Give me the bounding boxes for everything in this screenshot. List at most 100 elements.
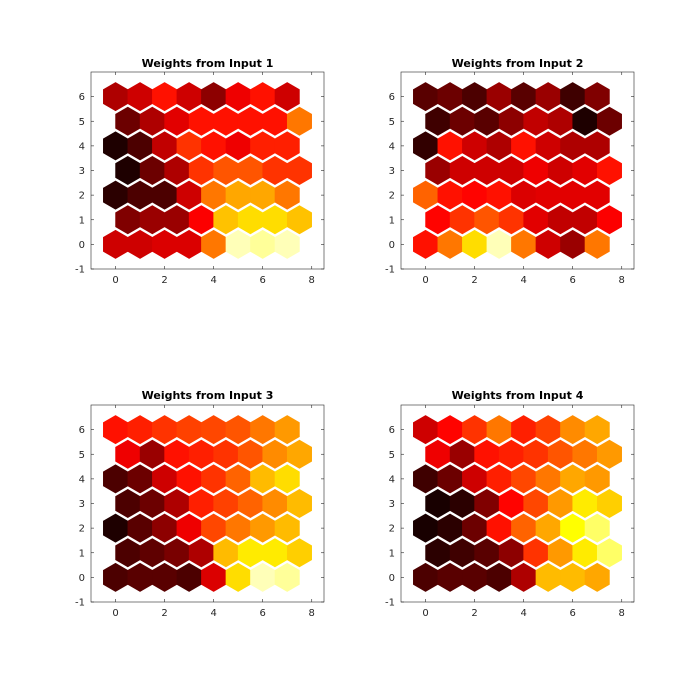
hex-cell xyxy=(188,156,214,185)
x-tick-label: 8 xyxy=(619,275,625,286)
subplot-title: Weights from Input 1 xyxy=(142,57,274,70)
hex-cell xyxy=(225,415,251,445)
y-tick-label: 0 xyxy=(389,240,395,251)
hex-cell xyxy=(596,156,622,185)
hex-cell xyxy=(425,106,451,136)
x-tick-label: 2 xyxy=(161,275,167,286)
x-tick-label: 2 xyxy=(161,608,167,619)
hex-cell xyxy=(437,464,463,494)
hex-cell xyxy=(462,82,488,112)
hex-cell xyxy=(250,415,276,445)
hex-cell xyxy=(152,464,178,494)
hex-cell xyxy=(413,464,439,494)
hex-cell xyxy=(535,229,561,259)
hex-cell xyxy=(560,82,586,112)
hex-cell xyxy=(250,229,276,259)
hex-cell xyxy=(449,489,475,518)
hex-cell xyxy=(250,464,276,494)
hex-cell xyxy=(413,131,439,161)
y-tick-label: 4 xyxy=(389,474,395,485)
x-tick-label: 4 xyxy=(210,608,216,619)
hex-cell xyxy=(213,156,239,185)
hex-cell xyxy=(523,106,549,136)
hex-cell xyxy=(486,131,512,161)
y-tick-label: 2 xyxy=(389,191,395,202)
hex-cell xyxy=(274,180,300,210)
hex-cell xyxy=(237,156,263,185)
hex-cell xyxy=(225,82,251,112)
hex-cell xyxy=(413,513,439,543)
x-tick-label: 2 xyxy=(471,275,477,286)
x-tick-label: 6 xyxy=(259,608,265,619)
hex-cell xyxy=(425,489,451,518)
hex-cell xyxy=(274,562,300,592)
hex-cell xyxy=(511,562,537,592)
hex-cell xyxy=(449,106,475,136)
hex-cell xyxy=(425,538,451,568)
hex-cell xyxy=(139,106,165,136)
hex-cell xyxy=(560,131,586,161)
hex-cell xyxy=(535,82,561,112)
y-tick-label: 4 xyxy=(389,141,395,152)
hex-cell xyxy=(511,131,537,161)
hex-cell xyxy=(115,205,141,235)
y-tick-label: 1 xyxy=(389,215,395,226)
hex-cell xyxy=(462,464,488,494)
hex-cell xyxy=(523,439,549,469)
hex-cell xyxy=(139,538,165,568)
hex-cell xyxy=(535,464,561,494)
hex-cell xyxy=(547,538,573,568)
hex-cell xyxy=(474,489,500,518)
hex-cell xyxy=(486,180,512,210)
x-tick-label: 0 xyxy=(422,275,428,286)
y-tick-label: 5 xyxy=(79,117,85,128)
y-tick-label: -1 xyxy=(385,265,395,276)
hex-cell xyxy=(127,229,153,259)
y-tick-label: 6 xyxy=(79,92,85,103)
hex-cell xyxy=(152,229,178,259)
y-tick-label: 3 xyxy=(79,499,85,510)
y-tick-label: 6 xyxy=(389,92,395,103)
hex-cell xyxy=(225,180,251,210)
subplot-title: Weights from Input 2 xyxy=(452,57,584,70)
hex-cell xyxy=(413,415,439,445)
hex-cell xyxy=(127,464,153,494)
hex-cell xyxy=(201,415,227,445)
hex-cell xyxy=(237,439,263,469)
hex-cell xyxy=(486,464,512,494)
x-tick-label: 6 xyxy=(569,275,575,286)
hex-cell xyxy=(474,439,500,469)
y-tick-label: 3 xyxy=(389,166,395,177)
hex-cell xyxy=(274,82,300,112)
hex-cell xyxy=(498,489,524,518)
x-tick-label: 0 xyxy=(112,608,118,619)
hex-cell xyxy=(188,439,214,469)
hex-cell xyxy=(413,229,439,259)
hex-cell xyxy=(286,156,312,185)
subplot-input-3: Weights from Input 3 0 2 4 6 8 -1 0 1 2 3 4 5 6 xyxy=(75,389,325,619)
hex-cell xyxy=(511,229,537,259)
hex-cell xyxy=(449,439,475,469)
hex-cell xyxy=(213,489,239,518)
hex-cell xyxy=(437,562,463,592)
hex-cell xyxy=(437,229,463,259)
y-tick-label: 3 xyxy=(389,499,395,510)
hex-cell xyxy=(152,82,178,112)
hex-cell xyxy=(547,106,573,136)
y-tick-label: 0 xyxy=(79,240,85,251)
hex-cell xyxy=(584,464,610,494)
hex-cell xyxy=(584,229,610,259)
hex-cell xyxy=(250,513,276,543)
hex-cell xyxy=(188,205,214,235)
hex-cell xyxy=(486,82,512,112)
subplot-input-1: Weights from Input 1 0 2 4 6 8 -1 0 1 2 3 4 5 6 xyxy=(75,57,325,286)
hex-cell xyxy=(560,513,586,543)
hex-cell xyxy=(250,180,276,210)
hex-cell xyxy=(572,538,598,568)
hex-cell xyxy=(413,180,439,210)
hex-cell xyxy=(486,229,512,259)
y-tick-label: 0 xyxy=(389,573,395,584)
hex-cell xyxy=(152,180,178,210)
hex-cell xyxy=(560,464,586,494)
subplot-title: Weights from Input 4 xyxy=(452,389,584,402)
